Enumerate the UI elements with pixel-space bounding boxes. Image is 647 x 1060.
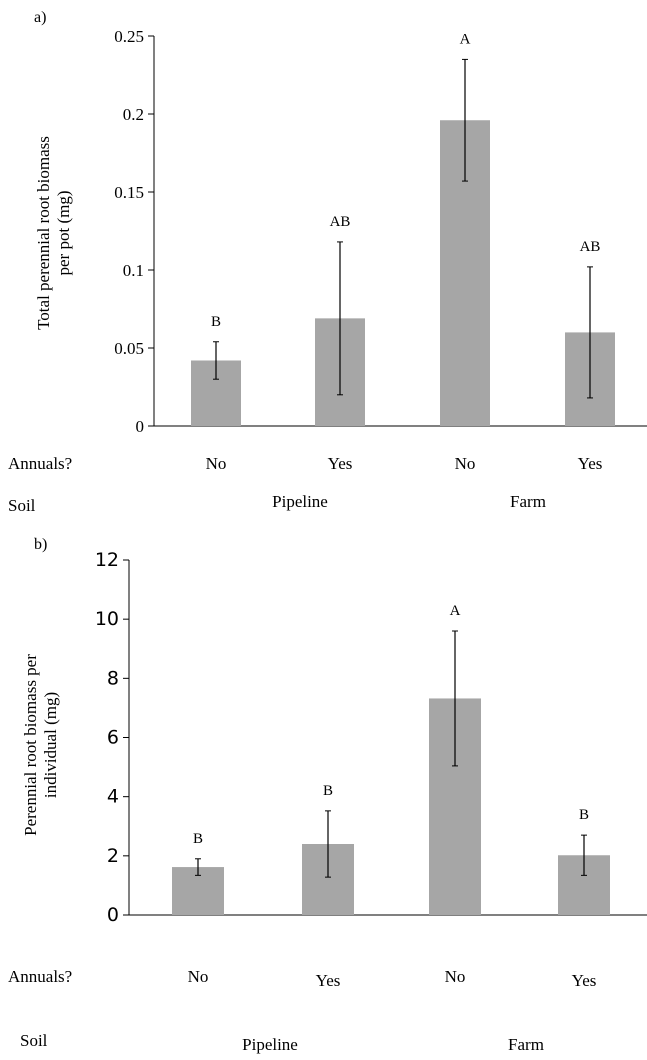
panel-a-groups: Pipeline Farm [272,492,546,511]
panel-a-significance-letter: B [211,314,221,330]
panel-b-bars: B B A B [172,603,610,915]
panel-b-category-label: Yes [316,971,341,990]
panel-a-category-label: No [455,454,476,473]
panel-a-significance-letter: A [460,31,471,47]
panel-a-ylabel: Total perennial root biomass per pot (mg… [34,136,73,330]
panel-a-group-label: Farm [510,492,546,511]
panel-a-y-tick-label: 0.2 [123,105,144,124]
panel-b-y-tick-label: 2 [107,845,119,867]
panel-a-bars: B AB A AB [191,31,615,427]
panel-a: a) Total perennial root biomass per pot … [8,9,647,515]
panel-b-y-tick-label: 6 [107,727,119,749]
panel-a-group-label: Pipeline [272,492,328,511]
panel-a-y-ticks: 0 0.05 0.1 0.15 0.2 0.25 [114,27,154,436]
panel-a-categories: No Yes No Yes [206,454,603,473]
panel-b-significance-letter: B [193,831,203,847]
panel-a-y-tick-label: 0.1 [123,261,144,280]
panel-b-soil-label: Soil [20,1031,48,1050]
panel-b-significance-letter: B [323,783,333,799]
panel-b-categories: No Yes No Yes [188,967,597,990]
panel-a-y-tick-label: 0.25 [114,27,144,46]
panel-a-significance-letter: AB [330,214,351,230]
panel-b-y-tick-label: 0 [107,904,119,926]
panel-b-category-label: No [188,967,209,986]
panel-a-category-label: No [206,454,227,473]
panel-b-significance-letter: B [579,807,589,823]
panel-a-significance-letter: AB [580,239,601,255]
panel-b-y-tick-label: 12 [95,549,119,571]
panel-b-groups: Pipeline Farm [242,1035,544,1054]
panel-b-ylabel-line-1: Perennial root biomass per [21,654,40,836]
panel-b-y-tick-label: 4 [107,786,119,808]
panel-a-y-tick-label: 0.05 [114,339,144,358]
panel-a-annuals-label: Annuals? [8,454,72,473]
panel-a-ylabel-line-2: per pot (mg) [54,191,73,276]
panel-a-ylabel-line-1: Total perennial root biomass [34,136,53,330]
panel-a-category-label: Yes [578,454,603,473]
panel-b-ylabel-line-2: individual (mg) [41,692,60,798]
panel-a-category-label: Yes [328,454,353,473]
panel-a-label: a) [34,9,46,26]
panel-b-ylabel: Perennial root biomass per individual (m… [21,654,60,836]
panel-b-category-label: Yes [572,971,597,990]
panel-b-annuals-label: Annuals? [8,967,72,986]
panel-b-label: b) [34,536,47,553]
panel-a-y-tick-label: 0.15 [114,183,144,202]
panel-b-y-tick-label: 8 [107,667,119,689]
panel-b-category-label: No [445,967,466,986]
panel-b-y-ticks: 0 2 4 6 8 10 12 [95,549,129,926]
panel-b-group-label: Farm [508,1035,544,1054]
panel-a-y-tick-label: 0 [136,417,145,436]
panel-b-y-tick-label: 10 [95,608,119,630]
panel-a-soil-label: Soil [8,496,36,515]
panel-b-group-label: Pipeline [242,1035,298,1054]
panel-b-significance-letter: A [450,603,461,619]
panel-b: b) Perennial root biomass per individual… [8,536,647,1054]
